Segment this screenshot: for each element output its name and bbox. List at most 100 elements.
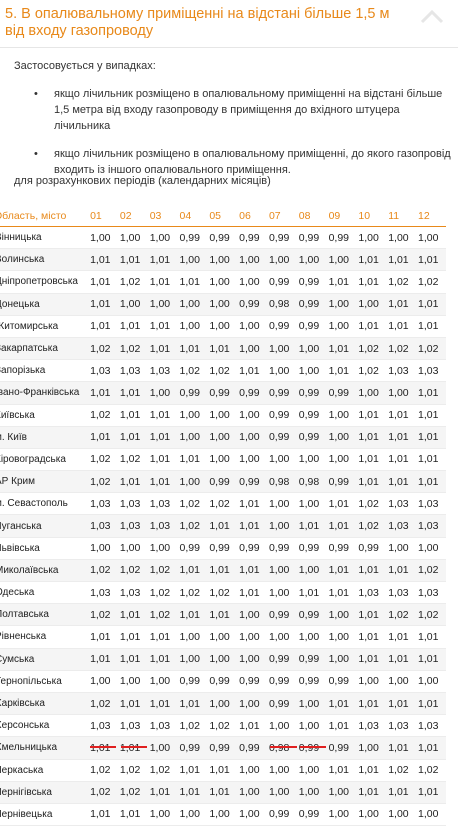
case-text: якщо лічильник розміщено в опалювальному…: [54, 88, 443, 132]
header-divider: [0, 47, 458, 48]
highlight-mark: [90, 746, 116, 748]
table-row: Миколаївська 1,02 1,02 1,02 1,01 1,01 1,01 1,00…: [0, 559, 446, 583]
coefficient-cell: 1,01: [177, 692, 208, 716]
chevron-up-icon[interactable]: [420, 8, 444, 24]
coefficient-cell: 1,03: [88, 714, 118, 738]
coefficient-cell: 1,00: [207, 404, 238, 427]
region-cell: Харківська: [0, 692, 89, 716]
coefficient-cell: 1,02: [416, 559, 446, 583]
coefficient-cell: 1,01: [356, 781, 387, 804]
coefficient-cell: 1,02: [147, 759, 178, 782]
coefficient-cell: 1,00: [296, 448, 327, 472]
coefficient-cell: 1,01: [416, 315, 446, 338]
coefficient-cell: 0,99: [266, 648, 297, 671]
coefficient-cell: 1,01: [386, 470, 417, 494]
region-cell: Волинська: [0, 248, 89, 272]
coefficient-cell: 1,01: [416, 470, 446, 494]
coefficient-cell: 1,02: [88, 404, 118, 427]
coefficient-cell: 1,02: [117, 781, 148, 804]
coefficient-cell: 1,00: [266, 337, 297, 361]
coefficient-cell: 0,99: [177, 736, 208, 760]
coefficient-cell: 1,01: [356, 404, 387, 427]
coefficient-cell: 1,03: [88, 492, 118, 516]
coefficient-cell: 1,03: [356, 714, 387, 738]
coefficient-cell: 1,00: [326, 293, 357, 316]
coefficient-cell: 1,01: [386, 559, 417, 583]
coefficient-cell: 1,01: [207, 559, 238, 583]
coefficient-cell: 1,01: [177, 603, 208, 627]
region-cell: Черкаська: [0, 759, 89, 782]
accordion-header[interactable]: 5. В опалювальному приміщенні на відстан…: [0, 0, 458, 48]
coefficient-cell: 1,01: [237, 559, 267, 583]
region-cell: Одеська: [0, 581, 89, 605]
coefficient-cell: 1,03: [147, 514, 178, 538]
coefficient-cell: 0,99: [177, 226, 208, 250]
region-cell: Житомирська: [0, 315, 89, 338]
coefficient-cell: 1,00: [117, 537, 148, 560]
coefficient-cell: 1,01: [147, 426, 178, 449]
table-row: Рівненська 1,01 1,01 1,01 1,00 1,00 1,00 1,00 1,…: [0, 625, 446, 649]
coefficient-cell: 1,01: [356, 270, 387, 294]
coefficient-cell: 1,00: [237, 603, 267, 627]
coefficient-cell: 1,01: [237, 359, 267, 383]
coefficient-cell: 1,03: [117, 359, 148, 383]
coefficient-cell: 1,00: [177, 625, 208, 649]
coefficient-cell: 1,00: [266, 559, 297, 583]
coefficient-cell: 1,02: [356, 514, 387, 538]
coefficient-cell: 1,00: [356, 670, 387, 693]
coefficient-cell: 1,03: [386, 359, 417, 383]
coefficient-cell: 1,01: [326, 759, 357, 782]
coefficient-cell: 1,00: [177, 803, 208, 826]
coefficient-cell: 1,00: [177, 648, 208, 671]
coefficient-cell: 1,01: [326, 514, 357, 538]
coefficient-cell: 1,01: [416, 248, 446, 272]
coefficient-cell: 1,00: [237, 404, 267, 427]
coefficient-cell: 1,01: [416, 426, 446, 449]
coefficient-cell: 1,01: [326, 337, 357, 361]
coefficient-cell: 1,01: [386, 404, 417, 427]
coefficient-cell: 1,01: [386, 781, 417, 804]
region-cell: Миколаївська: [0, 559, 89, 583]
coefficient-cell: 1,03: [117, 492, 148, 516]
coefficient-cell: 1,00: [386, 670, 417, 693]
coefficient-cell: 1,01: [177, 448, 208, 472]
table-row: Дніпропетровська 1,01 1,02 1,01 1,01 1,00 1,00…: [0, 270, 446, 294]
coefficient-cell: 1,02: [386, 337, 417, 361]
coefficient-cell: 1,01: [386, 692, 417, 716]
coefficient-cell: 1,02: [386, 603, 417, 627]
coefficient-cell: 1,00: [326, 426, 357, 449]
coefficient-cell: 1,01: [386, 736, 417, 760]
coefficient-cell: 1,00: [147, 670, 178, 693]
coefficient-cell: 1,00: [296, 337, 327, 361]
coefficient-cell: 1,01: [356, 470, 387, 494]
coefficient-cell: 1,02: [207, 714, 238, 738]
table-body: Вінницька1,001,001,000,990,990,990,990,9…: [0, 226, 446, 826]
coefficient-cell: 1,00: [326, 603, 357, 627]
coefficient-cell: 0,99: [266, 270, 297, 294]
coefficient-cell: 0,98: [266, 293, 297, 316]
coefficient-cell: 1,01: [117, 648, 148, 671]
coefficient-cell: 1,02: [88, 759, 118, 782]
coefficient-cell: 1,01: [147, 315, 178, 338]
coefficient-cell: 0,99: [326, 381, 357, 405]
coefficient-cell: 1,01: [147, 781, 178, 804]
coefficient-cell: 1,01: [356, 625, 387, 649]
coefficient-cell: 1,00: [416, 226, 446, 250]
coefficient-cell: 1,01: [88, 315, 118, 338]
region-cell: Запорізька: [0, 359, 89, 383]
coefficient-cell: 1,00: [356, 803, 387, 826]
region-cell: Рівненська: [0, 625, 89, 649]
region-cell: Луганська: [0, 514, 89, 538]
coefficient-cell: 0,99: [266, 670, 297, 693]
table-row: Тернопільська 1,00 1,00 1,00 0,99 0,99 0,99 0,9…: [0, 670, 446, 693]
coefficient-cell: 1,01: [326, 714, 357, 738]
coefficient-cell: 1,01: [147, 337, 178, 361]
coefficient-cell: 1,01: [88, 293, 118, 316]
coefficient-cell: 0,98: [296, 470, 327, 494]
coefficient-cell: 1,00: [266, 625, 297, 649]
table-row: Одеська1,031,031,021,021,021,011,001,011…: [0, 581, 446, 605]
coefficient-cell: 1,00: [266, 448, 297, 472]
coefficient-cell: 1,03: [416, 581, 446, 605]
coefficient-cell: 1,00: [237, 781, 267, 804]
coefficient-cell: 1,00: [386, 226, 417, 250]
